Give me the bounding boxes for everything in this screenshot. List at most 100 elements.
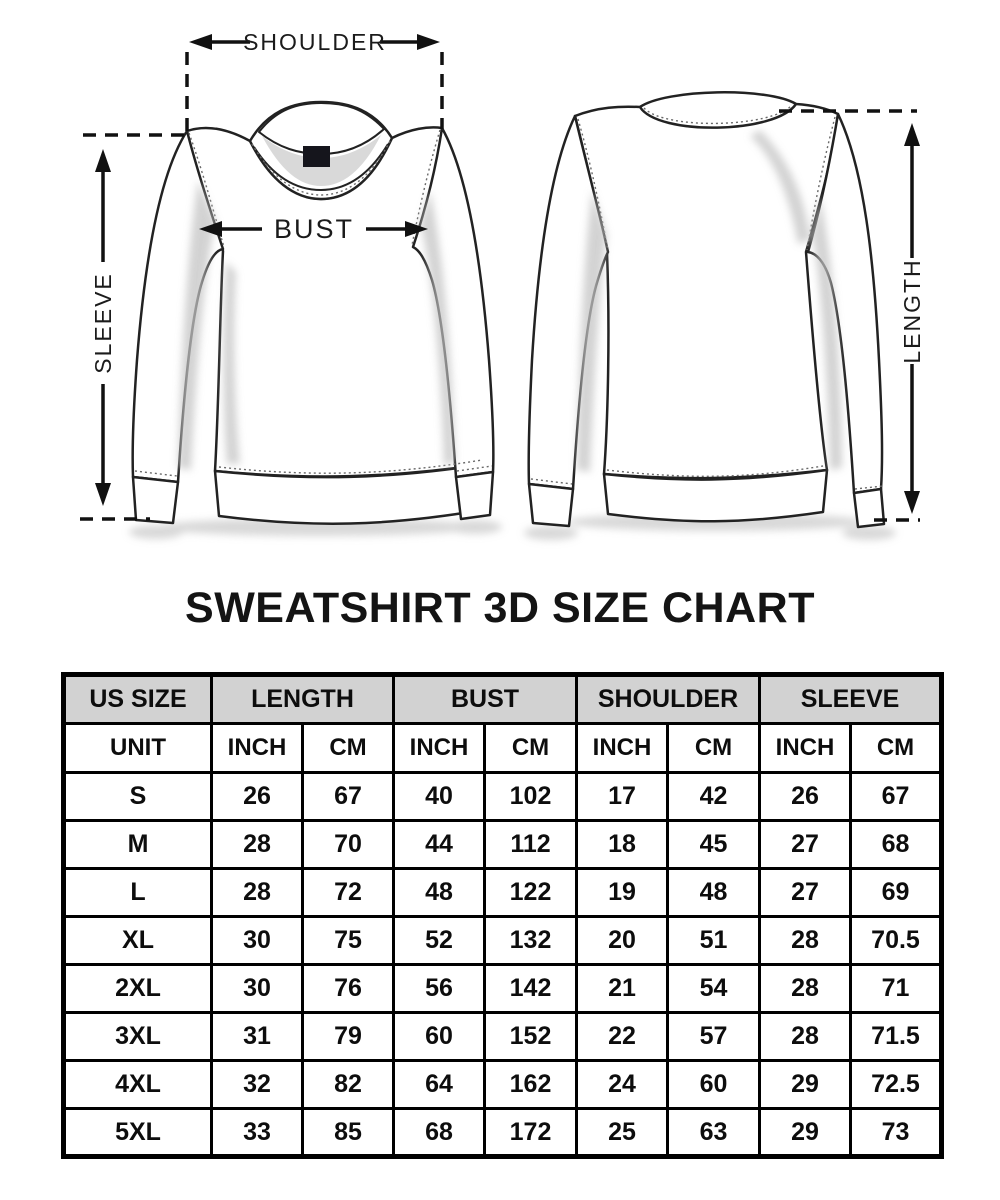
value-cell: 73	[849, 1107, 944, 1158]
value-cell: 152	[483, 1011, 578, 1062]
table-row-xl: XL 30 75 52 132 20 51 28 70.5	[62, 915, 944, 966]
dashed-guides	[80, 52, 920, 522]
value-cell: 85	[301, 1107, 395, 1158]
value-cell: 19	[575, 867, 669, 918]
value-cell: 82	[301, 1059, 395, 1110]
header-row: US SIZE LENGTH BUST SHOULDER SLEEVE	[62, 673, 944, 725]
bust-label: BUST	[274, 214, 354, 244]
value-cell: 28	[210, 819, 304, 870]
back-right-sleeve	[806, 112, 884, 495]
value-cell: 20	[575, 915, 669, 966]
back-hem-band	[602, 468, 829, 523]
front-left-cuff	[131, 475, 180, 525]
value-cell: 33	[210, 1107, 304, 1158]
value-cell: 28	[758, 1011, 853, 1062]
back-sweatshirt-drawing	[527, 91, 886, 529]
group-header-length: LENGTH	[210, 673, 395, 725]
value-cell: 70.5	[849, 915, 944, 966]
neck-label	[303, 146, 330, 167]
page-title: SWEATSHIRT 3D SIZE CHART	[185, 584, 815, 632]
front-sweatshirt-drawing	[131, 100, 495, 525]
value-cell: 30	[210, 915, 304, 966]
value-cell: 60	[392, 1011, 486, 1062]
value-cell: 68	[392, 1107, 486, 1158]
value-cell: 21	[575, 963, 669, 1014]
bust-arrow	[199, 221, 428, 237]
unit-cell-5: CM	[665, 722, 762, 774]
value-cell: 52	[392, 915, 486, 966]
size-cell: 3XL	[62, 1011, 213, 1062]
value-cell: 26	[210, 771, 304, 822]
value-cell: 28	[758, 963, 853, 1014]
unit-header: UNIT	[62, 722, 213, 774]
value-cell: 32	[210, 1059, 304, 1110]
length-arrow	[904, 123, 920, 514]
value-cell: 51	[665, 915, 762, 966]
front-right-cuff	[454, 470, 495, 521]
table-row-m: M 28 70 44 112 18 45 27 68	[62, 819, 944, 870]
size-cell: S	[62, 771, 213, 822]
value-cell: 72.5	[849, 1059, 944, 1110]
size-chart-container: US SIZE LENGTH BUST SHOULDER SLEEVE UNIT INCH C…	[61, 672, 945, 1159]
value-cell: 42	[665, 771, 762, 822]
us-size-header: US SIZE	[62, 673, 213, 725]
value-cell: 29	[758, 1059, 853, 1110]
shoulder-label: SHOULDER	[243, 29, 387, 55]
front-shading	[178, 180, 455, 470]
value-cell: 30	[210, 963, 304, 1014]
value-cell: 76	[301, 963, 395, 1014]
front-collar-band-inner-edge	[253, 143, 389, 191]
unit-cell-2: INCH	[392, 722, 486, 774]
unit-cell-7: CM	[849, 722, 944, 774]
value-cell: 63	[665, 1107, 762, 1158]
table-row-2xl: 2XL 30 76 56 142 21 54 28 71	[62, 963, 944, 1014]
unit-cell-6: INCH	[758, 722, 853, 774]
group-header-shoulder: SHOULDER	[574, 673, 762, 725]
value-cell: 31	[210, 1011, 304, 1062]
value-cell: 28	[758, 915, 853, 966]
table-row-4xl: 4XL 32 82 64 162 24 60 29 72.5	[62, 1059, 944, 1110]
back-shading	[577, 130, 842, 472]
size-cell: 2XL	[62, 963, 213, 1014]
value-cell: 40	[392, 771, 486, 822]
value-cell: 142	[483, 963, 578, 1014]
unit-cell-1: CM	[301, 722, 395, 774]
value-cell: 27	[758, 819, 853, 870]
size-cell: M	[62, 819, 213, 870]
value-cell: 162	[483, 1059, 578, 1110]
value-cell: 79	[301, 1011, 395, 1062]
value-cell: 45	[665, 819, 762, 870]
shoulder-arrow	[189, 34, 440, 50]
unit-row: UNIT INCH CM INCH CM INCH CM INCH CM	[62, 722, 944, 774]
table-row-3xl: 3XL 31 79 60 152 22 57 28 71.5	[62, 1011, 944, 1062]
front-back-collar	[258, 102, 385, 155]
size-chart-table: US SIZE LENGTH BUST SHOULDER SLEEVE UNIT INCH C…	[61, 672, 945, 1159]
value-cell: 26	[758, 771, 853, 822]
unit-cell-0: INCH	[210, 722, 304, 774]
sleeve-arrow	[95, 149, 111, 506]
value-cell: 54	[665, 963, 762, 1014]
measurement-annotations	[80, 34, 920, 522]
table-row-s: S 26 67 40 102 17 42 26 67	[62, 771, 944, 822]
value-cell: 29	[758, 1107, 853, 1158]
value-cell: 56	[392, 963, 486, 1014]
size-cell: L	[62, 867, 213, 918]
back-left-cuff	[527, 482, 575, 528]
value-cell: 60	[665, 1059, 762, 1110]
back-left-sleeve	[527, 114, 610, 491]
value-cell: 25	[575, 1107, 669, 1158]
back-collar-band	[638, 91, 798, 129]
value-cell: 17	[575, 771, 669, 822]
value-cell: 68	[849, 819, 944, 870]
value-cell: 75	[301, 915, 395, 966]
table-row-l: L 28 72 48 122 19 48 27 69	[62, 867, 944, 918]
value-cell: 71	[849, 963, 944, 1014]
value-cell: 64	[392, 1059, 486, 1110]
size-cell: XL	[62, 915, 213, 966]
group-header-bust: BUST	[392, 673, 578, 725]
value-cell: 132	[483, 915, 578, 966]
value-cell: 172	[483, 1107, 578, 1158]
back-right-cuff	[852, 487, 886, 529]
back-body	[573, 91, 840, 480]
